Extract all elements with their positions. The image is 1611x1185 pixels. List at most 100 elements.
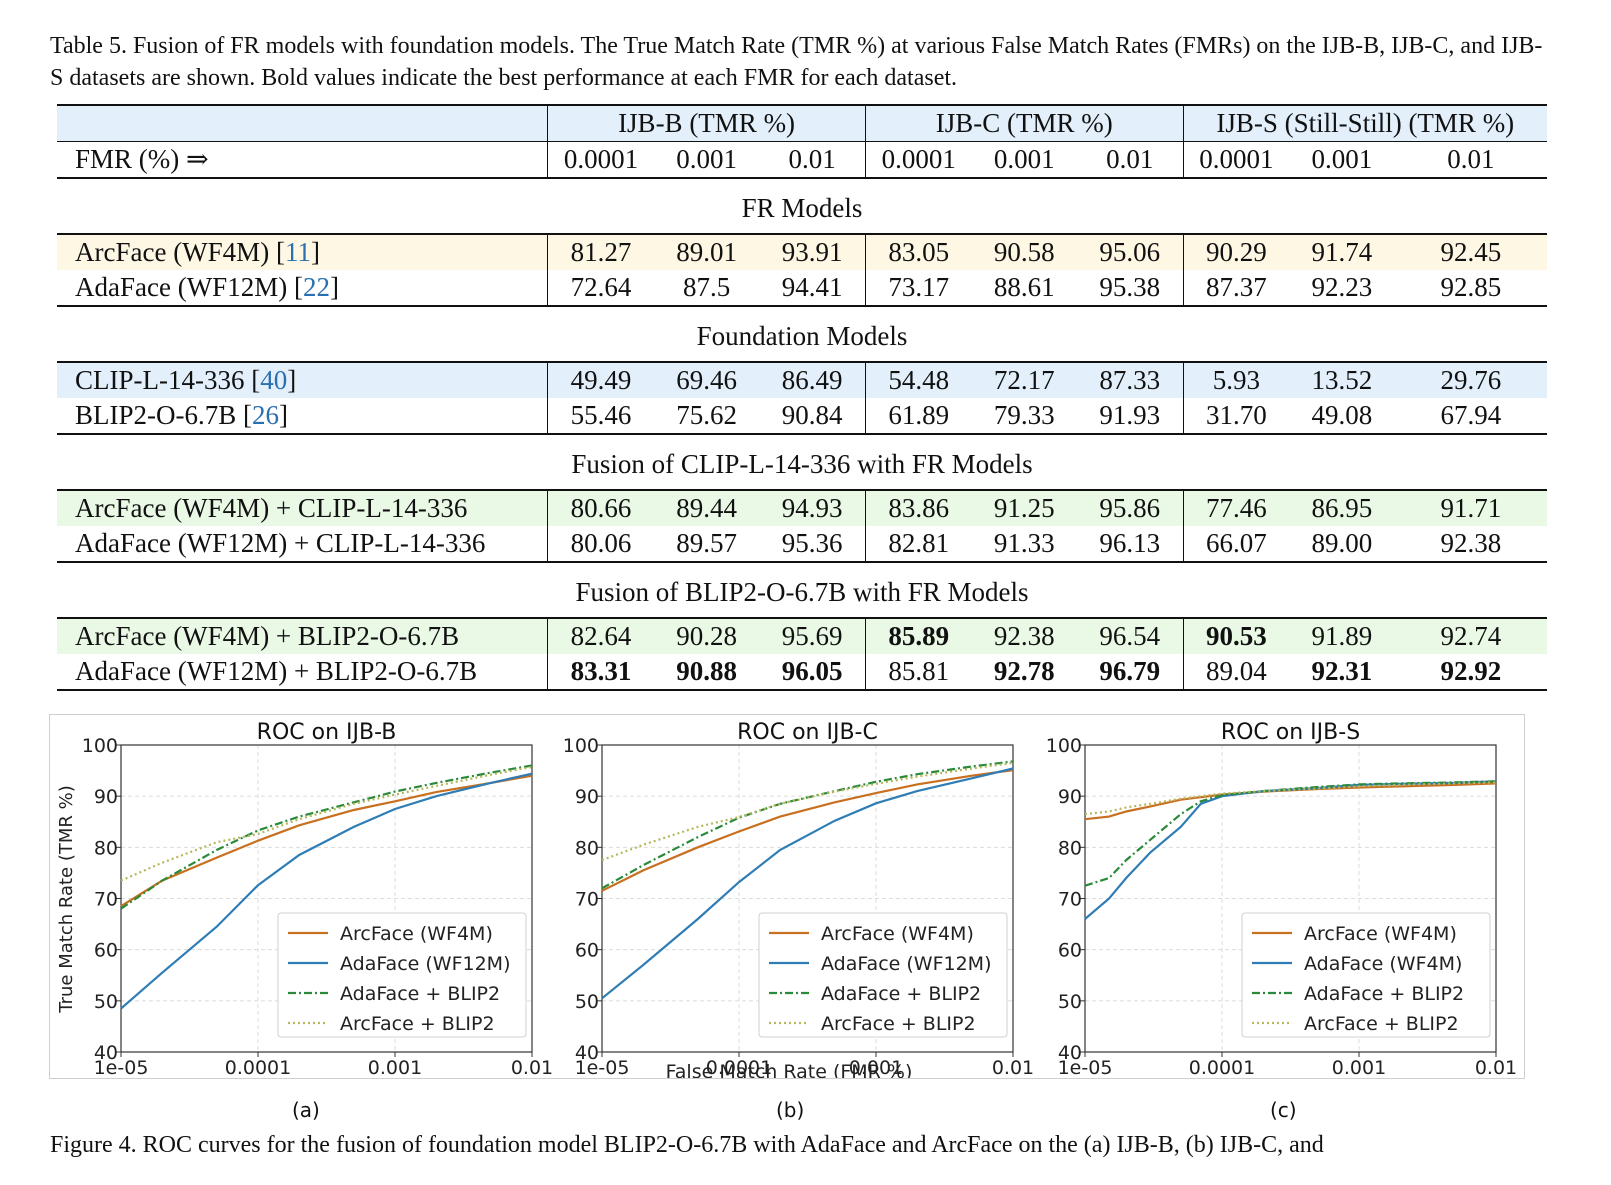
section-title: Fusion of BLIP2-O-6.7B with FR Models: [575, 576, 1029, 607]
value-cell: 88.61: [971, 270, 1078, 307]
value-cell: 5.93: [1182, 361, 1290, 398]
row-name: CLIP-L-14-336 [40]: [57, 361, 548, 398]
row-label: CLIP-L-14-336: [75, 365, 252, 395]
fmr-value: 0.01: [759, 141, 866, 179]
x-tick-label: 0.0001: [225, 1057, 291, 1078]
y-tick-label: 80: [1058, 837, 1082, 859]
row-name: ArcFace (WF4M) + CLIP-L-14-336: [57, 489, 548, 526]
value-cell: 31.70: [1182, 398, 1290, 435]
value-cell: 89.04: [1182, 654, 1290, 691]
y-tick-label: 80: [575, 837, 599, 859]
value-cell: 94.93: [759, 489, 866, 526]
chart-title: ROC on IJB-B: [257, 720, 397, 745]
x-tick-label: 0.01: [511, 1057, 553, 1078]
value-cell: 91.71: [1394, 489, 1547, 526]
legend-label: ArcFace (WF4M): [1304, 923, 1457, 945]
legend-label: ArcFace + BLIP2: [340, 1013, 495, 1035]
series-line: [601, 761, 1014, 862]
value-cell: 86.95: [1289, 489, 1395, 526]
citation-link[interactable]: 40: [260, 365, 288, 395]
fmr-value: 0.01: [1394, 141, 1547, 179]
value-cell: 82.64: [547, 617, 654, 654]
row-name: ArcFace (WF4M) [11]: [57, 233, 548, 270]
fmr-value: 0.0001: [864, 141, 972, 179]
value-cell: 83.86: [864, 489, 972, 526]
y-axis-label: True Match Rate (TMR %): [56, 785, 77, 1014]
subfigure-label-a: (a): [292, 1098, 320, 1122]
citation-link[interactable]: 11: [284, 237, 311, 267]
plot-frame: [601, 744, 1014, 1053]
value-cell: 91.89: [1289, 617, 1395, 654]
value-cell: 89.00: [1289, 526, 1395, 563]
roc-figure: 40 50 60 70 80 90 100 1e-05 0.0001 0.001 0.01 ROC o…: [49, 714, 1525, 1083]
citation-link[interactable]: 22: [302, 272, 330, 302]
legend-label: AdaFace (WF4M): [1304, 953, 1462, 975]
value-cell: 13.52: [1289, 361, 1395, 398]
fmr-value: 0.0001: [547, 141, 654, 179]
value-cell: 94.41: [759, 270, 866, 307]
value-cell: 92.74: [1394, 617, 1547, 654]
value-cell: 81.27: [547, 233, 654, 270]
series-line: [601, 760, 1014, 890]
row-label: ArcFace (WF4M): [75, 237, 276, 267]
value-cell: 96.05: [759, 654, 866, 691]
value-cell: 77.46: [1182, 489, 1290, 526]
table-row: AdaFace (WF12M) [22] 72.64 87.5 94.41 73.17 8…: [57, 270, 1547, 307]
legend-label: ArcFace + BLIP2: [821, 1013, 976, 1035]
table-row: ArcFace (WF4M) + BLIP2-O-6.7B 82.64 90.28 9…: [57, 617, 1547, 654]
value-cell: 92.23: [1289, 270, 1395, 307]
table-row: AdaFace (WF12M) + CLIP-L-14-336 80.06 89.5…: [57, 526, 1547, 563]
x-tick-label: 1e-05: [94, 1057, 149, 1078]
value-cell: 83.31: [547, 654, 654, 691]
value-cell: 95.38: [1077, 270, 1184, 307]
value-cell: 95.69: [759, 617, 866, 654]
x-axis-label: False Match Rate (FMR %): [666, 1061, 913, 1078]
value-cell: 86.49: [759, 361, 866, 398]
legend-label: AdaFace + BLIP2: [340, 983, 500, 1005]
value-cell: 69.46: [653, 361, 760, 398]
fmr-value: 0.001: [971, 141, 1078, 179]
row-label: ArcFace (WF4M) + CLIP-L-14-336: [75, 493, 468, 523]
x-tick-label: 1e-05: [575, 1057, 630, 1078]
value-cell: 82.81: [864, 526, 972, 563]
y-tick-label: 90: [94, 786, 118, 808]
value-cell: 80.66: [547, 489, 654, 526]
series-line: [120, 765, 533, 882]
value-cell: 67.94: [1394, 398, 1547, 435]
legend-label: ArcFace (WF4M): [340, 923, 493, 945]
header-corner: [57, 104, 548, 142]
value-cell: 89.44: [653, 489, 760, 526]
value-cell: 90.84: [759, 398, 866, 435]
plot-frame: [120, 744, 533, 1053]
legend-label: AdaFace (WF12M): [821, 953, 991, 975]
legend-label: AdaFace + BLIP2: [1304, 983, 1464, 1005]
value-cell: 49.08: [1289, 398, 1395, 435]
value-cell: 91.74: [1289, 233, 1395, 270]
row-name: AdaFace (WF12M) + BLIP2-O-6.7B: [57, 654, 548, 691]
value-cell: 92.31: [1289, 654, 1395, 691]
row-name: BLIP2-O-6.7B [26]: [57, 398, 548, 435]
citation-link[interactable]: 26: [252, 400, 279, 430]
value-cell: 72.17: [971, 361, 1078, 398]
x-tick-label: 0.0001: [706, 1057, 772, 1078]
series-line: [120, 774, 533, 908]
legend-label: AdaFace + BLIP2: [821, 983, 981, 1005]
value-cell: 85.81: [864, 654, 972, 691]
value-cell: 96.79: [1077, 654, 1184, 691]
value-cell: 90.88: [653, 654, 760, 691]
results-table: IJB-B (TMR %) IJB-C (TMR %) IJB-S (Still-S…: [57, 104, 1547, 691]
value-cell: 85.89: [864, 617, 972, 654]
value-cell: 87.5: [653, 270, 760, 307]
value-cell: 91.93: [1077, 398, 1184, 435]
row-name: AdaFace (WF12M) [22]: [57, 270, 548, 307]
value-cell: 95.06: [1077, 233, 1184, 270]
chart-title: ROC on IJB-C: [737, 720, 878, 745]
value-cell: 73.17: [864, 270, 972, 307]
value-cell: 95.36: [759, 526, 866, 563]
fmr-value: 0.001: [1289, 141, 1395, 179]
value-cell: 80.06: [547, 526, 654, 563]
y-tick-label: 60: [575, 940, 599, 962]
y-tick-label: 70: [575, 889, 599, 911]
series-line: [601, 767, 1014, 1000]
value-cell: 91.33: [971, 526, 1078, 563]
